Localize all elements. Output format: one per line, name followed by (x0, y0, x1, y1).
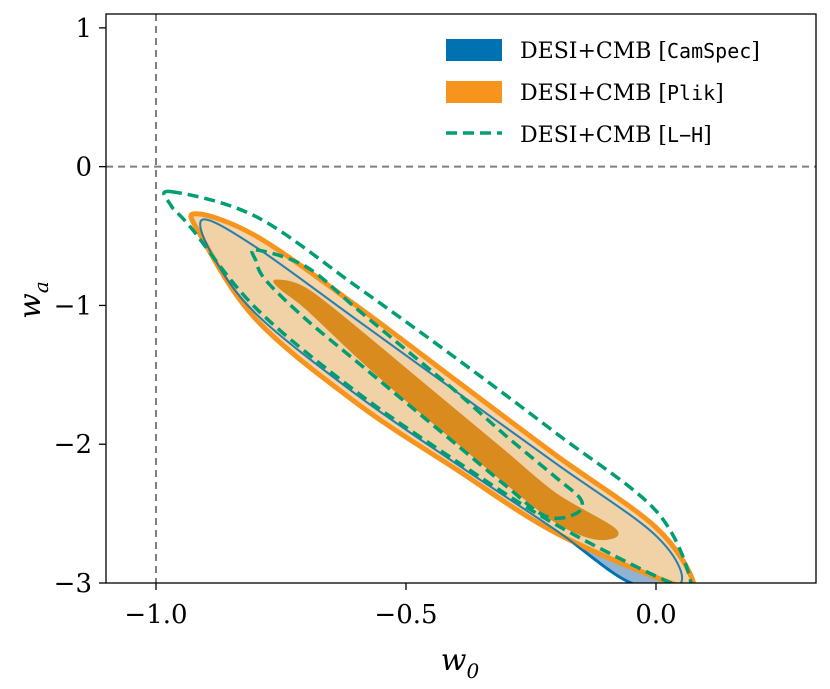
y-tick-label: −1 (54, 291, 92, 321)
legend-swatch-camspec (446, 39, 502, 61)
x-tick-label: −1.0 (124, 600, 187, 630)
legend-label-plik-code: Plik (667, 81, 715, 105)
reference-lines (106, 14, 816, 583)
legend-label-camspec: DESI+CMB [CamSpec] (520, 39, 760, 64)
x-axis-title-main: w (441, 643, 467, 678)
y-tick-label: −3 (54, 569, 92, 599)
legend-label-camspec-name: DESI+CMB (520, 39, 651, 64)
x-axis-title: w0 (441, 643, 480, 683)
y-tick-label: 0 (75, 153, 92, 183)
x-axis-ticks: −1.0 −0.5 0.0 (124, 583, 677, 630)
camspec-95-outline (199, 218, 683, 583)
legend-label-lh-code: L−H (667, 123, 703, 147)
x-tick-label: −0.5 (374, 600, 437, 630)
y-axis-ticks: 1 0 −1 −2 −3 (54, 14, 106, 599)
plot-frame (105, 13, 817, 584)
y-axis-title: wa (13, 281, 53, 319)
legend-label-plik-name: DESI+CMB (520, 81, 651, 106)
legend-swatch-plik (446, 81, 502, 103)
legend-label-lh-name: DESI+CMB (520, 123, 651, 148)
legend: DESI+CMB [CamSpec] DESI+CMB [Plik] DESI+… (446, 39, 760, 148)
x-axis-title-subscript: 0 (466, 659, 479, 683)
plik-68-contour (273, 279, 619, 540)
lh-95-contour (162, 189, 693, 583)
y-axis-title-main: w (13, 293, 48, 319)
y-tick-label: 1 (75, 14, 92, 44)
y-axis-title-subscript: a (29, 281, 53, 293)
lh-68-contour (250, 248, 585, 521)
contour-layer (162, 189, 697, 583)
legend-label-lh: DESI+CMB [L−H] (520, 123, 712, 148)
legend-label-plik: DESI+CMB [Plik] (520, 81, 724, 106)
legend-label-camspec-code: CamSpec (667, 39, 751, 63)
y-tick-label: −2 (54, 430, 92, 460)
x-tick-label: 0.0 (635, 600, 676, 630)
